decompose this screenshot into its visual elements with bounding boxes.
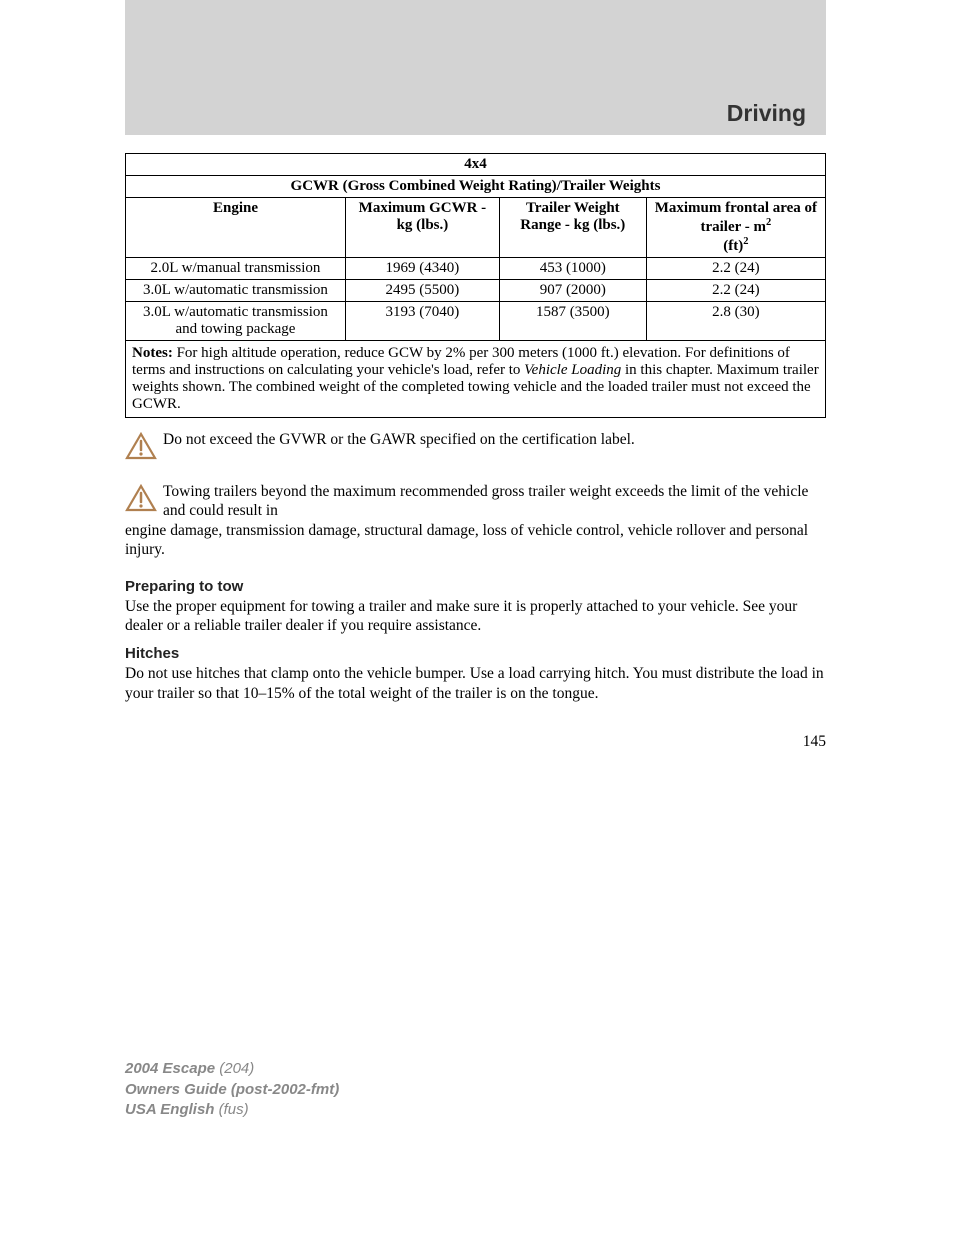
subheading-hitches: Hitches	[125, 645, 826, 662]
footer-line-3: USA English (fus)	[125, 1100, 339, 1120]
table-notes-row: Notes: For high altitude operation, redu…	[126, 341, 826, 418]
warning-icon	[125, 432, 157, 460]
table-title: 4x4	[126, 154, 826, 176]
cell-trailer: 907 (2000)	[499, 280, 646, 302]
cell-trailer: 1587 (3500)	[499, 302, 646, 341]
footer-line-1: 2004 Escape (204)	[125, 1059, 339, 1079]
col-header-trailer-weight: Trailer Weight Range - kg (lbs.)	[499, 198, 646, 258]
table-subtitle: GCWR (Gross Combined Weight Rating)/Trai…	[126, 176, 826, 198]
preparing-body: Use the proper equipment for towing a tr…	[125, 597, 826, 636]
cell-gcwr: 2495 (5500)	[345, 280, 499, 302]
cell-engine: 3.0L w/automatic transmission	[126, 280, 346, 302]
table-header-row: Engine Maximum GCWR - kg (lbs.) Trailer …	[126, 198, 826, 258]
notes-label: Notes:	[132, 345, 173, 361]
table-title-row: 4x4	[126, 154, 826, 176]
col-header-gcwr: Maximum GCWR - kg (lbs.)	[345, 198, 499, 258]
cell-frontal: 2.8 (30)	[646, 302, 825, 341]
table-row: 2.0L w/manual transmission 1969 (4340) 4…	[126, 258, 826, 280]
cell-engine: 2.0L w/manual transmission	[126, 258, 346, 280]
cell-gcwr: 1969 (4340)	[345, 258, 499, 280]
footer-block: 2004 Escape (204) Owners Guide (post-200…	[125, 1059, 339, 1120]
notes-italic: Vehicle Loading	[524, 362, 621, 378]
col-header-engine: Engine	[126, 198, 346, 258]
table-row: 3.0L w/automatic transmission 2495 (5500…	[126, 280, 826, 302]
cell-engine: 3.0L w/automatic transmission and towing…	[126, 302, 346, 341]
table-row: 3.0L w/automatic transmission and towing…	[126, 302, 826, 341]
cell-gcwr: 3193 (7040)	[345, 302, 499, 341]
subheading-preparing: Preparing to tow	[125, 578, 826, 595]
header-gray-block: Driving	[125, 0, 826, 135]
warning-text-line1: Towing trailers beyond the maximum recom…	[163, 482, 826, 521]
gcwr-table: 4x4 GCWR (Gross Combined Weight Rating)/…	[125, 153, 826, 418]
cell-trailer: 453 (1000)	[499, 258, 646, 280]
col-header-frontal-area: Maximum frontal area of trailer - m2 (ft…	[646, 198, 825, 258]
footer-line-2: Owners Guide (post-2002-fmt)	[125, 1080, 339, 1100]
hitches-body: Do not use hitches that clamp onto the v…	[125, 664, 826, 703]
page-number: 145	[125, 733, 826, 751]
warning-text-line2: engine damage, transmission damage, stru…	[125, 521, 826, 560]
warning-text: Do not exceed the GVWR or the GAWR speci…	[163, 430, 826, 449]
cell-frontal: 2.2 (24)	[646, 258, 825, 280]
warning-block-1: Do not exceed the GVWR or the GAWR speci…	[125, 430, 826, 460]
warning-icon	[125, 484, 157, 512]
table-notes-cell: Notes: For high altitude operation, redu…	[126, 341, 826, 418]
cell-frontal: 2.2 (24)	[646, 280, 825, 302]
table-subtitle-row: GCWR (Gross Combined Weight Rating)/Trai…	[126, 176, 826, 198]
section-title: Driving	[727, 100, 806, 127]
page-content: 4x4 GCWR (Gross Combined Weight Rating)/…	[125, 153, 826, 751]
warning-block-2: Towing trailers beyond the maximum recom…	[125, 482, 826, 560]
